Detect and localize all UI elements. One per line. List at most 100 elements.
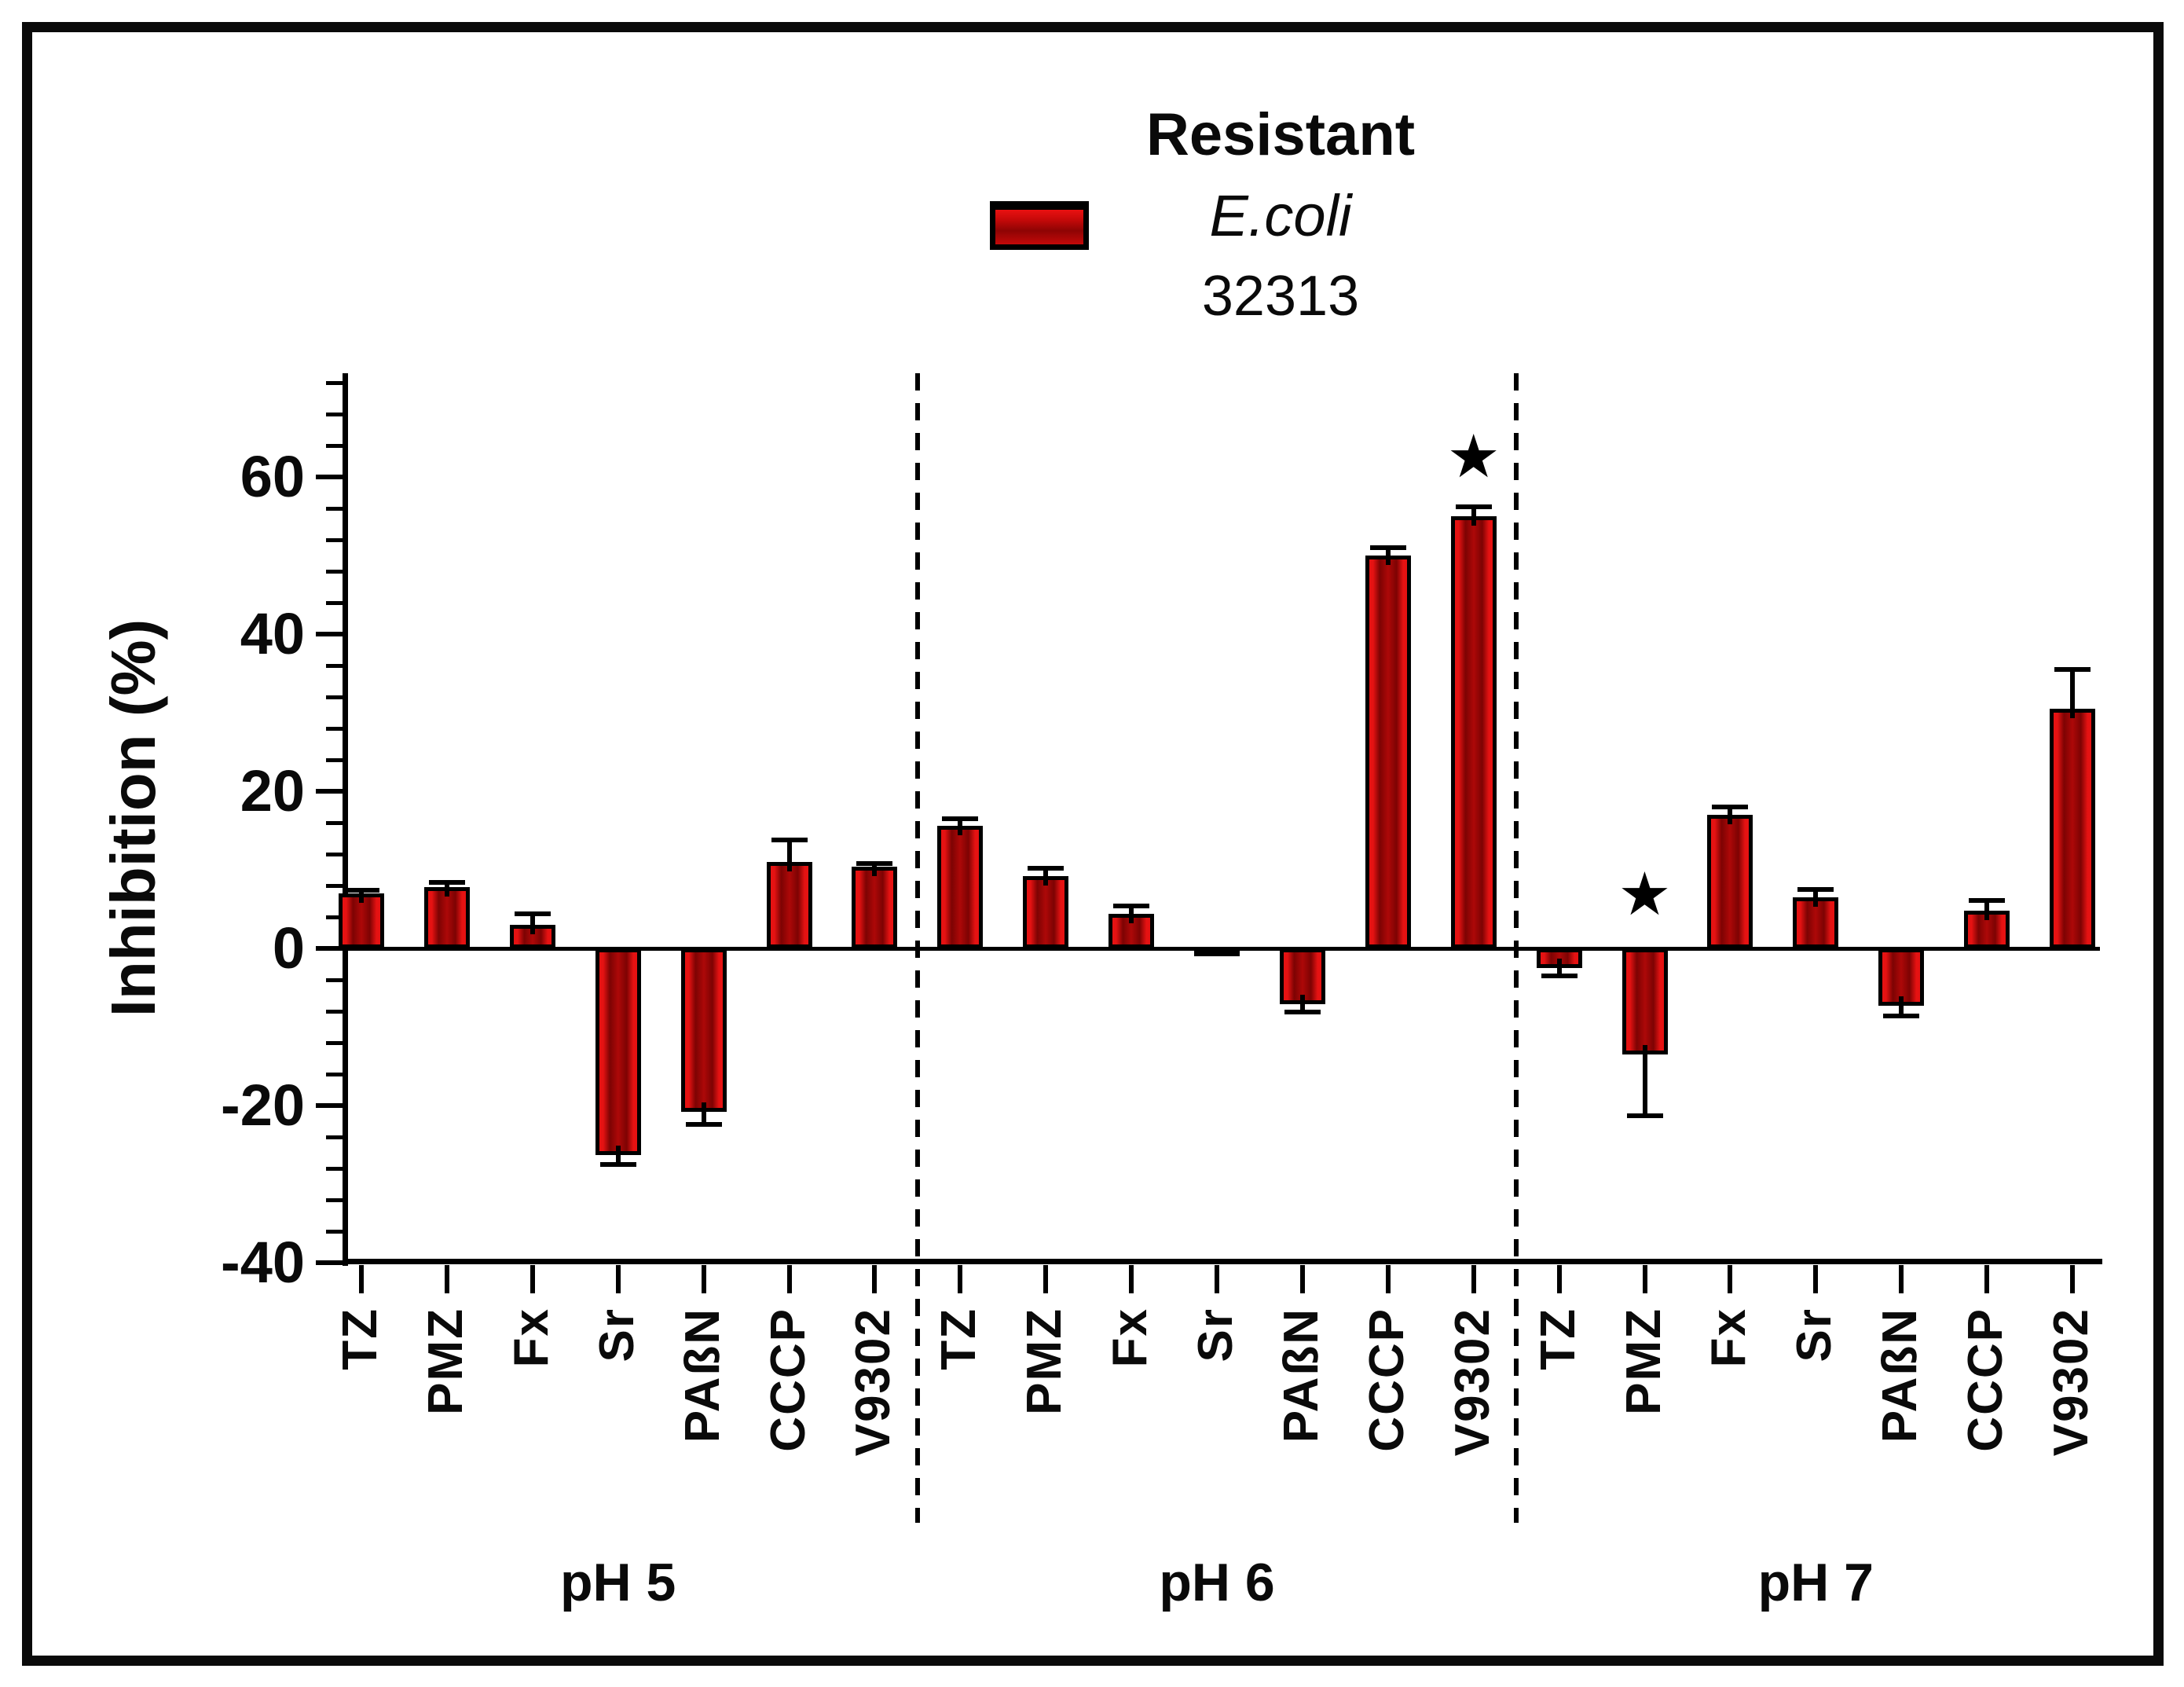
y-axis-tick-label: 60: [240, 444, 305, 509]
error-bar-cap: [343, 888, 379, 893]
error-bar-stem: [1642, 1045, 1647, 1116]
error-bar-cap: [771, 838, 808, 842]
y-axis-tick-label: 0: [272, 915, 305, 981]
error-bar-stem: [359, 890, 364, 903]
y-axis-minor-tick: [326, 1010, 346, 1014]
bar: [1707, 815, 1753, 948]
y-axis-major-tick: [316, 475, 346, 479]
error-bar-stem: [1471, 507, 1476, 526]
error-bar-cap: [685, 1122, 722, 1127]
category-label: CCCP: [760, 1307, 815, 1452]
category-label: CCCP: [1359, 1307, 1414, 1452]
error-bar-cap: [1541, 974, 1578, 978]
legend-strain: 32313: [1201, 265, 1360, 328]
category-tick: [444, 1265, 449, 1293]
bar: [1450, 516, 1497, 948]
category-label: V9302: [2044, 1307, 2098, 1457]
error-bar-stem: [958, 819, 963, 835]
y-axis-minor-tick: [326, 821, 346, 825]
bar: [1622, 948, 1668, 1054]
error-bar-cap: [1028, 866, 1065, 871]
category-tick: [1215, 1265, 1219, 1293]
bar: [766, 862, 812, 948]
y-axis-minor-tick: [326, 695, 346, 699]
y-axis-minor-tick: [326, 1230, 346, 1234]
category-tick: [1556, 1265, 1562, 1293]
error-bar-stem: [2070, 669, 2075, 718]
error-bar-cap: [1969, 898, 2006, 903]
error-bar-cap: [1626, 1113, 1663, 1118]
error-bar-stem: [1299, 995, 1305, 1012]
y-axis-minor-tick: [326, 1167, 346, 1171]
group-divider-dashed-line: [914, 373, 920, 1523]
category-tick: [958, 1265, 963, 1293]
category-label: TZ: [932, 1307, 987, 1370]
y-axis-minor-tick: [326, 570, 346, 574]
error-bar-cap: [1455, 504, 1492, 509]
category-tick: [1984, 1265, 1990, 1293]
category-label: PMZ: [1017, 1307, 1072, 1415]
bar: [937, 826, 984, 948]
error-bar-cap: [2054, 667, 2091, 672]
y-axis-minor-tick: [326, 915, 346, 919]
category-tick: [2070, 1265, 2075, 1293]
category-label: V9302: [1445, 1307, 1500, 1457]
bar: [1878, 948, 1925, 1006]
bar: [2050, 709, 2095, 948]
category-label: Fx: [1103, 1307, 1158, 1368]
figure-border: [22, 22, 2164, 1666]
category-tick: [1899, 1265, 1904, 1293]
group-divider-dashed-line: [1514, 373, 1519, 1523]
error-bar-stem: [530, 914, 535, 934]
category-tick: [701, 1265, 706, 1293]
y-axis-minor-tick: [326, 758, 346, 762]
y-axis-tick-label: 20: [240, 758, 305, 823]
error-bar-stem: [1043, 868, 1049, 886]
ph-group-label: pH 5: [560, 1553, 676, 1612]
category-tick: [1385, 1265, 1391, 1293]
error-bar-cap: [1113, 904, 1150, 908]
category-tick: [1471, 1265, 1476, 1293]
error-bar-stem: [1129, 906, 1134, 923]
bar: [1023, 876, 1069, 948]
category-label: PAßN: [1873, 1307, 1928, 1443]
error-bar-cap: [1797, 887, 1834, 892]
y-axis-minor-tick: [326, 444, 346, 448]
category-tick: [530, 1265, 535, 1293]
y-axis-tick-label: -20: [221, 1073, 305, 1138]
y-axis-minor-tick: [326, 884, 346, 888]
y-axis-minor-tick: [326, 413, 346, 416]
bar: [1365, 556, 1411, 948]
y-axis-minor-tick: [326, 381, 346, 385]
category-tick: [1043, 1265, 1049, 1293]
y-axis-minor-tick: [326, 727, 346, 731]
category-label: Fx: [1702, 1307, 1757, 1368]
y-axis-major-tick: [316, 1260, 346, 1265]
category-tick: [1813, 1265, 1819, 1293]
y-axis-minor-tick: [326, 978, 346, 982]
category-tick: [359, 1265, 364, 1293]
y-axis-minor-tick: [326, 664, 346, 668]
bar: [680, 948, 727, 1112]
category-tick: [615, 1265, 621, 1293]
error-bar-stem: [786, 840, 792, 871]
category-tick: [1299, 1265, 1305, 1293]
y-axis-major-tick: [316, 632, 346, 636]
y-axis-minor-tick: [326, 538, 346, 542]
category-tick: [1728, 1265, 1733, 1293]
error-bar-cap: [428, 880, 465, 885]
y-axis-minor-tick: [326, 853, 346, 856]
error-bar-stem: [1984, 900, 1990, 920]
error-bar-cap: [599, 1162, 636, 1167]
bar: [339, 893, 384, 948]
error-bar-stem: [1556, 959, 1562, 976]
category-tick: [872, 1265, 878, 1293]
category-label: CCCP: [1959, 1307, 2014, 1452]
category-label: Sr: [589, 1307, 644, 1362]
category-tick: [1642, 1265, 1647, 1293]
error-bar-stem: [1899, 996, 1904, 1016]
y-axis-minor-tick: [326, 1135, 346, 1139]
bar: [1194, 948, 1240, 956]
significance-star: ★: [1446, 424, 1501, 490]
y-axis-minor-tick: [326, 1041, 346, 1045]
